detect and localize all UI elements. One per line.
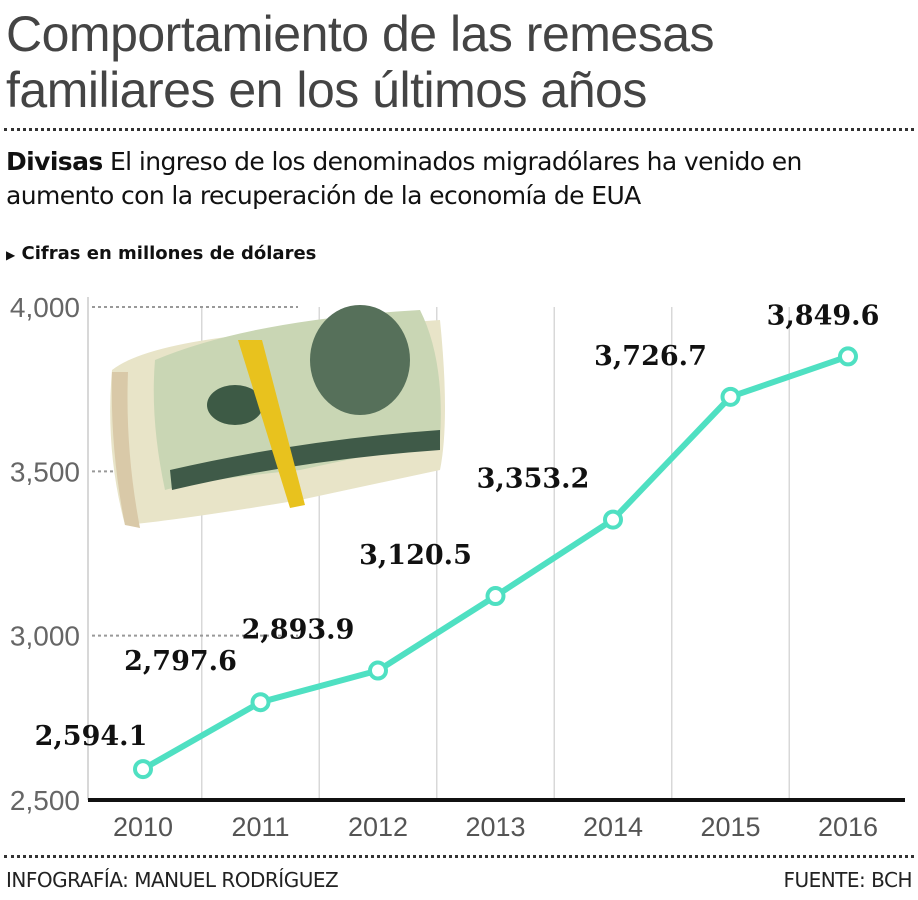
y-tick-label: 2,500 bbox=[10, 785, 80, 816]
chart-title: Comportamiento de las remesas familiares… bbox=[6, 6, 715, 118]
unit-note: ▶ Cifras en millones de dólares bbox=[6, 243, 316, 264]
data-point bbox=[720, 386, 741, 407]
subtitle-text: El ingreso de los denominados migradólar… bbox=[6, 147, 802, 210]
x-tick-label: 2016 bbox=[818, 812, 878, 842]
x-tick-label: 2012 bbox=[348, 812, 408, 842]
subtitle-lead: Divisas bbox=[6, 147, 103, 176]
data-label: 3,849.6 bbox=[767, 300, 880, 331]
data-label: 2,594.1 bbox=[35, 721, 148, 752]
x-tick-label: 2015 bbox=[700, 812, 760, 842]
y-tick-label: 3,000 bbox=[10, 621, 80, 652]
source: FUENTE: BCH bbox=[783, 868, 912, 892]
x-tick-label: 2011 bbox=[231, 812, 289, 842]
subtitle: Divisas El ingreso de los denominados mi… bbox=[6, 145, 916, 213]
data-point bbox=[485, 586, 506, 607]
data-label: 3,120.5 bbox=[359, 540, 472, 571]
triangle-icon: ▶ bbox=[6, 248, 16, 262]
data-point bbox=[838, 346, 858, 367]
y-tick-label: 4,000 bbox=[10, 292, 80, 323]
divider bbox=[4, 855, 914, 858]
x-tick-label: 2010 bbox=[113, 812, 173, 842]
data-point bbox=[250, 692, 271, 713]
data-label: 3,726.7 bbox=[594, 341, 707, 372]
data-point bbox=[133, 759, 153, 780]
data-point bbox=[603, 509, 623, 530]
x-tick-label: 2014 bbox=[583, 812, 643, 842]
money-image bbox=[110, 305, 446, 528]
y-tick-label: 3,500 bbox=[10, 456, 80, 487]
data-label: 2,797.6 bbox=[124, 646, 237, 677]
x-tick-label: 2013 bbox=[465, 812, 525, 842]
data-label: 2,893.9 bbox=[242, 615, 355, 646]
unit-note-text: Cifras en millones de dólares bbox=[21, 243, 317, 264]
divider bbox=[4, 128, 914, 131]
data-label: 3,353.2 bbox=[477, 464, 590, 495]
data-point bbox=[368, 660, 388, 681]
credit: INFOGRAFÍA: MANUEL RODRÍGUEZ bbox=[6, 868, 339, 892]
